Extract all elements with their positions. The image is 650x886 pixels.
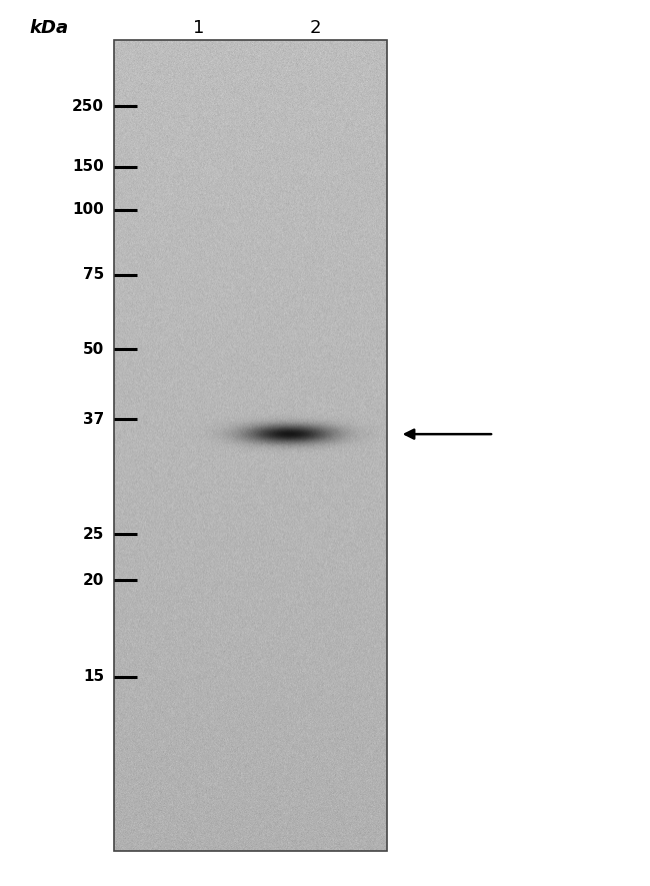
Bar — [114, 40, 387, 851]
Text: 250: 250 — [72, 99, 104, 113]
Text: 75: 75 — [83, 268, 104, 282]
Text: 25: 25 — [83, 527, 104, 541]
Text: 100: 100 — [72, 203, 104, 217]
Text: 1: 1 — [192, 19, 204, 37]
Text: 150: 150 — [72, 159, 104, 174]
Text: 20: 20 — [83, 573, 104, 587]
Text: 50: 50 — [83, 342, 104, 356]
Text: 37: 37 — [83, 412, 104, 426]
Text: 2: 2 — [309, 19, 321, 37]
Text: kDa: kDa — [29, 19, 68, 37]
Text: 15: 15 — [83, 670, 104, 684]
